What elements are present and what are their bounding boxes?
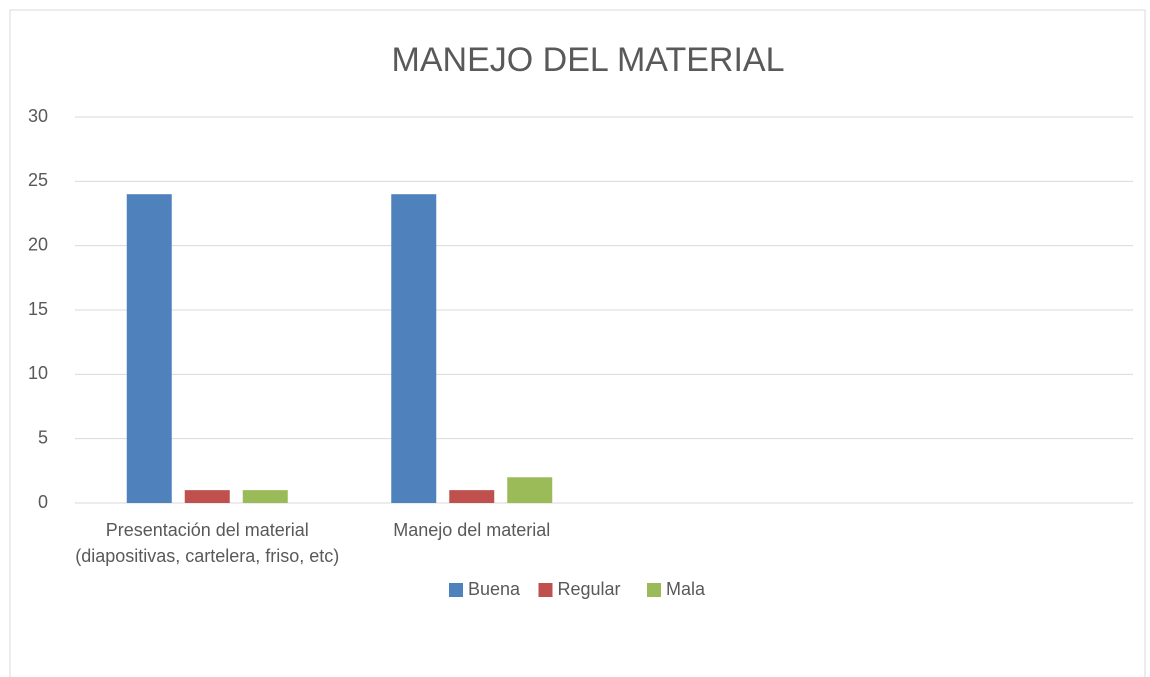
bar (507, 477, 553, 503)
legend-label: Regular (558, 579, 621, 599)
bar (126, 194, 172, 503)
legend-swatch (538, 583, 553, 597)
y-tick-label: 5 (38, 427, 48, 447)
bar (184, 490, 230, 503)
y-tick-label: 30 (28, 106, 48, 126)
y-tick-label: 10 (28, 363, 48, 383)
y-tick-label: 20 (28, 234, 48, 254)
legend-swatch (449, 583, 463, 597)
chart-title: MANEJO DEL MATERIAL (392, 41, 785, 79)
legend-label: Mala (666, 579, 706, 599)
bar (449, 490, 495, 503)
x-tick-label: Presentación del material (diapositivas,… (75, 520, 340, 566)
legend-swatch (647, 583, 661, 597)
y-tick-label: 25 (28, 170, 48, 190)
chart-border (9, 9, 1146, 677)
y-tick-label: 15 (28, 299, 48, 319)
bar (242, 490, 288, 503)
bar (391, 194, 437, 503)
x-tick-label: Manejo del material (393, 520, 551, 540)
y-tick-label: 0 (38, 492, 48, 512)
legend-label: Buena (468, 579, 521, 599)
